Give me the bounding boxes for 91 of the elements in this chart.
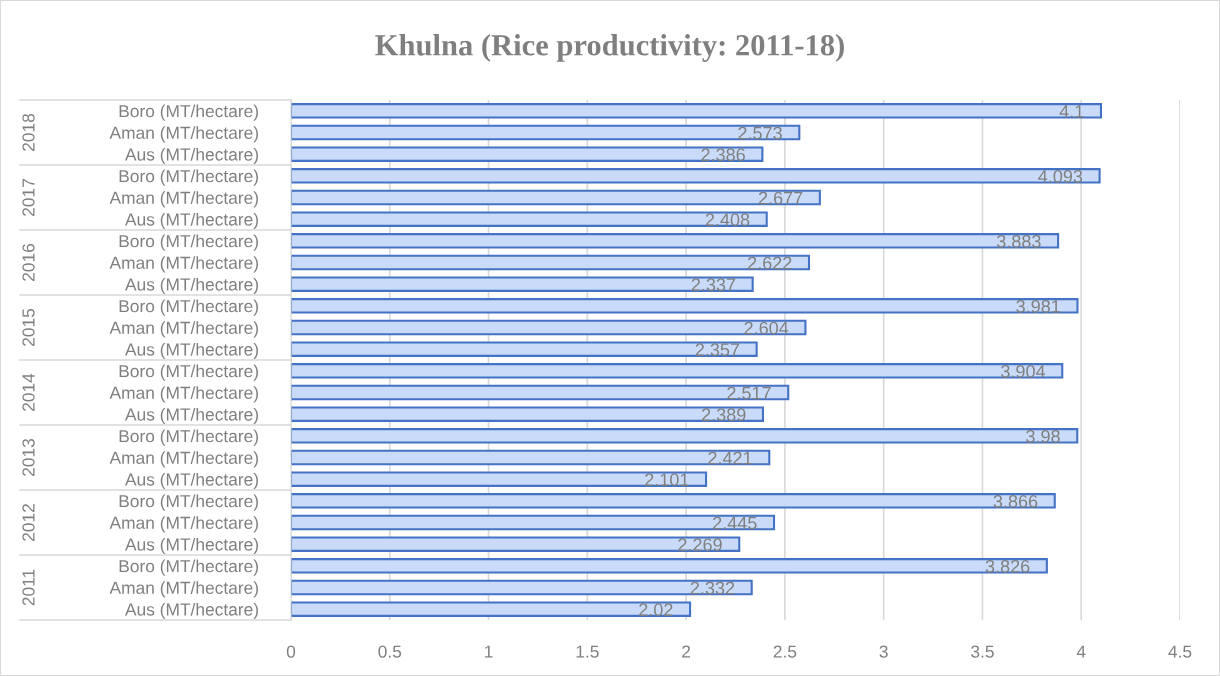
data-label: 4.093 [1038, 169, 1083, 183]
y-tick-label: Aus (MT/hectare) [125, 602, 258, 620]
y-tick-label: Aus (MT/hectare) [125, 277, 258, 295]
x-tick-label: 3 [879, 645, 888, 658]
data-label: 2.604 [744, 321, 789, 335]
x-tick-label: 4.5 [1168, 645, 1192, 658]
text: 2018 [22, 113, 35, 151]
y-tick-label: Aus (MT/hectare) [125, 407, 258, 425]
bar [291, 254, 811, 271]
x-tick-label: 2 [682, 645, 691, 658]
data-label: 2.421 [708, 451, 752, 465]
y-tick-label: Boro (MT/hectare) [119, 494, 258, 511]
data-label: 2.677 [758, 191, 803, 205]
y-tick-label: Aus (MT/hectare) [125, 212, 258, 230]
text: 2015 [22, 308, 35, 346]
y-tick-label: Aus (MT/hectare) [125, 342, 258, 360]
y-tick-label: Aman (MT/hectare) [109, 126, 258, 143]
text: 2011 [22, 569, 35, 606]
data-label: 3.904 [1001, 364, 1046, 378]
data-label: 3.826 [985, 559, 1030, 573]
bar [291, 103, 1103, 119]
chart-title: Khulna (Rice productivity: 2011-18) [375, 34, 844, 62]
data-label: 2.408 [705, 213, 750, 227]
y-tick-label: Aus (MT/hectare) [125, 147, 258, 165]
y-tick-label: Aus (MT/hectare) [125, 537, 258, 555]
x-tick-label: 3.5 [971, 645, 994, 658]
x-tick-label: 0 [286, 645, 296, 658]
data-label: 2.02 [639, 603, 673, 617]
text: 2016 [22, 243, 35, 281]
bar [291, 428, 1079, 444]
data-label: 2.101 [645, 473, 689, 487]
bar [291, 449, 771, 466]
y-tick-label: Aman (MT/hectare) [109, 256, 258, 273]
data-label: 2.573 [738, 126, 782, 140]
x-tick-label: 1.5 [576, 645, 599, 658]
y-tick-label: Boro (MT/hectare) [119, 299, 258, 316]
bar [291, 471, 708, 487]
y-tick-label: Boro (MT/hectare) [119, 364, 258, 381]
data-label: 2.337 [691, 278, 736, 292]
y-tick-label: Aus (MT/hectare) [125, 472, 258, 490]
data-label: 3.98 [1026, 429, 1060, 443]
bar [291, 601, 692, 617]
y-tick-label: Boro (MT/hectare) [119, 169, 258, 186]
data-label: 2.357 [695, 343, 740, 357]
text: 2017 [22, 179, 35, 216]
bar [291, 319, 807, 336]
data-label: 3.883 [996, 234, 1041, 248]
bar [291, 168, 1101, 184]
y-tick-label: Aman (MT/hectare) [109, 386, 258, 403]
data-label: 2.445 [713, 516, 757, 530]
bar [291, 579, 753, 596]
bar [291, 514, 776, 531]
bar [291, 406, 764, 422]
bar [291, 536, 741, 552]
bar [291, 189, 821, 206]
bar [291, 233, 1060, 249]
bar [291, 384, 790, 401]
x-tick-label: 1 [485, 645, 493, 658]
y-tick-label: Aman (MT/hectare) [109, 581, 258, 598]
data-label: 3.866 [993, 494, 1038, 508]
x-tick-label: 4 [1076, 645, 1086, 658]
bar [291, 276, 754, 292]
bar [291, 363, 1064, 379]
text: 2014 [22, 373, 35, 411]
text: 2012 [22, 504, 35, 541]
bar [291, 211, 768, 227]
x-tick-label: 0.5 [378, 645, 402, 658]
data-label: 2.622 [748, 256, 792, 270]
bar [291, 493, 1056, 509]
data-label: 3.981 [1016, 299, 1060, 313]
y-tick-label: Aman (MT/hectare) [109, 191, 258, 208]
bar [291, 124, 801, 141]
data-label: 2.269 [678, 538, 722, 552]
bar [291, 298, 1079, 314]
y-tick-label: Boro (MT/hectare) [119, 429, 258, 446]
x-tick-label: 2.5 [773, 645, 797, 658]
y-tick-label: Boro (MT/hectare) [119, 104, 258, 121]
y-tick-label: Aman (MT/hectare) [109, 321, 258, 338]
data-label: 2.389 [702, 408, 746, 422]
bar [291, 558, 1048, 574]
y-tick-label: Aman (MT/hectare) [109, 451, 258, 468]
y-tick-label: Boro (MT/hectare) [119, 559, 258, 576]
data-label: 2.517 [727, 386, 771, 400]
data-label: 2.332 [690, 581, 735, 595]
text: 2013 [22, 438, 35, 476]
bar [291, 341, 758, 357]
data-label: 4.1 [1059, 105, 1084, 118]
y-tick-label: Aman (MT/hectare) [109, 516, 258, 533]
y-tick-label: Boro (MT/hectare) [119, 234, 258, 251]
bar [291, 146, 764, 162]
data-label: 2.386 [701, 148, 745, 162]
